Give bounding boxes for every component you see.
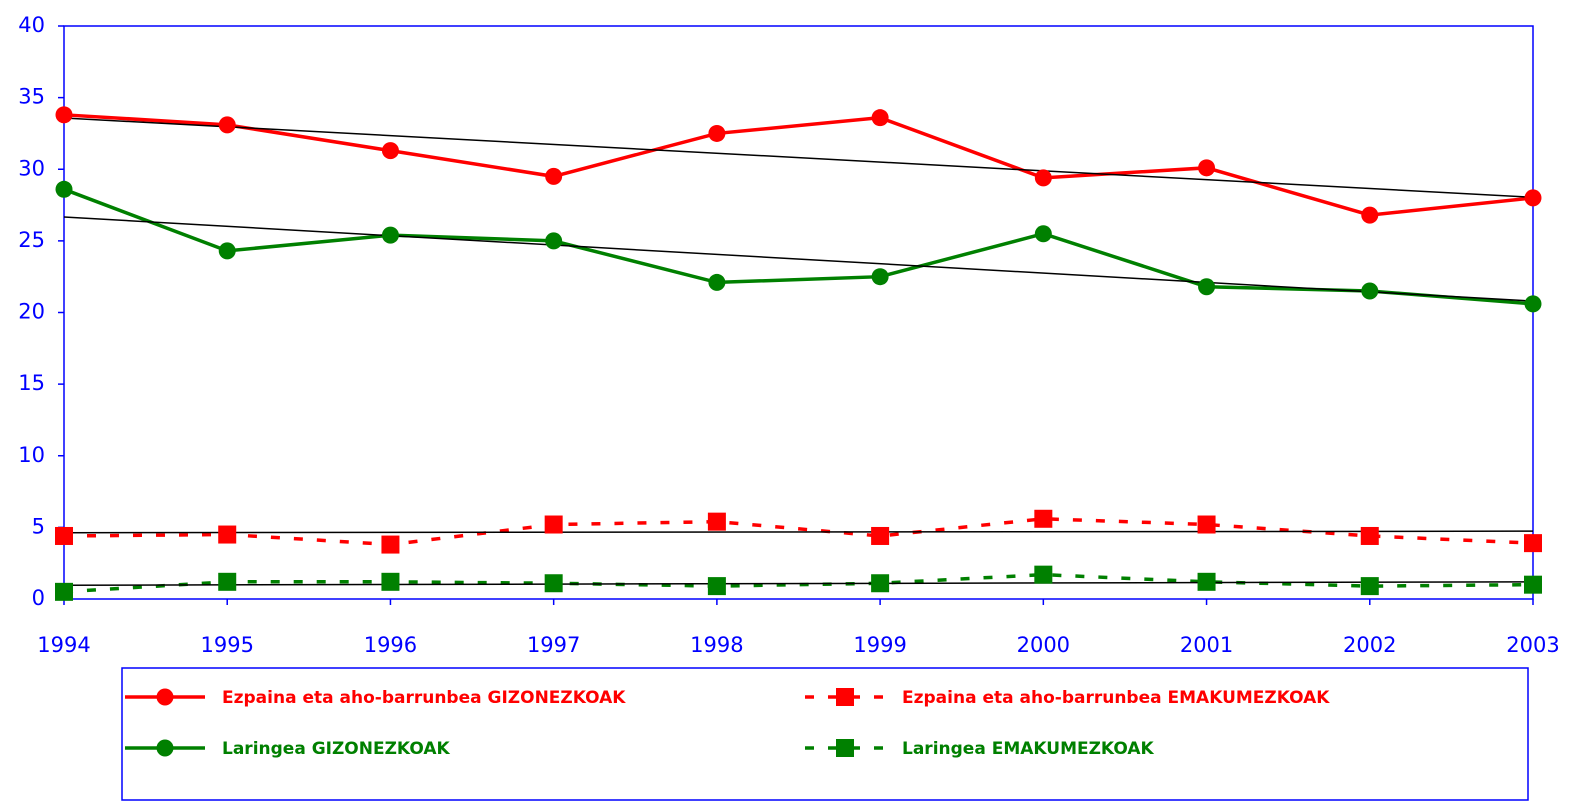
marker [381, 535, 400, 554]
marker [1524, 189, 1542, 207]
marker [871, 268, 889, 286]
y-tick-label: 10 [18, 443, 45, 467]
x-tick-label: 1996 [364, 633, 417, 657]
marker [1198, 159, 1216, 177]
marker [218, 572, 237, 591]
y-tick-label: 5 [32, 514, 45, 538]
marker [218, 116, 236, 134]
marker [707, 512, 726, 531]
trend-line [63, 530, 1534, 534]
marker [218, 525, 237, 544]
legend-label: Ezpaina eta aho-barrunbea GIZONEZKOAK [222, 688, 626, 708]
x-tick-label: 1997 [527, 633, 580, 657]
marker [871, 109, 889, 127]
marker [871, 526, 890, 545]
legend: Ezpaina eta aho-barrunbea GIZONEZKOAK Ezp… [121, 667, 1529, 801]
marker [1524, 534, 1542, 553]
series-line [63, 517, 1534, 547]
marker [1197, 572, 1216, 591]
marker [1034, 169, 1052, 187]
x-tick-label: 2003 [1506, 633, 1559, 657]
legend-label: Laringea GIZONEZKOAK [222, 739, 450, 759]
marker [544, 515, 563, 534]
legend-marker [156, 739, 174, 757]
x-tick-label: 2000 [1017, 633, 1070, 657]
legend-box [121, 667, 1529, 801]
marker [381, 142, 399, 160]
x-tick-label: 2002 [1343, 633, 1396, 657]
marker [1360, 577, 1379, 596]
y-tick-label: 40 [18, 13, 45, 37]
marker [1361, 206, 1379, 224]
marker [1034, 225, 1052, 243]
legend-marker [836, 688, 854, 706]
marker [218, 242, 236, 260]
marker [1197, 515, 1216, 534]
marker [1360, 526, 1379, 545]
y-tick-label: 15 [18, 371, 45, 395]
y-tick-label: 25 [18, 228, 45, 252]
trend-line [63, 581, 1534, 586]
trend-line [63, 216, 1534, 302]
legend-label: Laringea EMAKUMEZKOAK [902, 739, 1154, 759]
marker [708, 273, 726, 291]
marker [381, 226, 399, 244]
marker [1361, 282, 1379, 300]
marker [544, 574, 563, 593]
series-line [63, 113, 1534, 217]
marker [1034, 509, 1053, 528]
x-tick-label: 1995 [200, 633, 253, 657]
x-tick-label: 2001 [1180, 633, 1233, 657]
marker [55, 180, 73, 198]
marker [1524, 295, 1542, 313]
plot-frame [63, 25, 1534, 600]
series-line [63, 187, 1534, 306]
marker [545, 232, 563, 250]
marker [707, 577, 726, 596]
marker [871, 574, 890, 593]
marker [55, 106, 73, 124]
marker [1524, 575, 1542, 594]
series-line [63, 572, 1534, 594]
x-tick-label: 1999 [853, 633, 906, 657]
x-tick-label: 1994 [37, 633, 90, 657]
marker [381, 572, 400, 591]
legend-marker [156, 688, 174, 706]
legend-label: Ezpaina eta aho-barrunbea EMAKUMEZKOAK [902, 688, 1330, 708]
y-tick-label: 0 [32, 586, 45, 610]
y-tick-label: 30 [18, 156, 45, 180]
legend-marker [836, 739, 854, 757]
y-tick-label: 20 [18, 300, 45, 324]
trend-line [63, 117, 1534, 199]
x-tick-label: 1998 [690, 633, 743, 657]
marker [708, 124, 726, 142]
y-tick-label: 35 [18, 85, 45, 109]
marker [545, 167, 563, 185]
marker [1198, 278, 1216, 296]
marker [55, 582, 73, 601]
marker [1034, 565, 1053, 584]
marker [55, 526, 73, 545]
